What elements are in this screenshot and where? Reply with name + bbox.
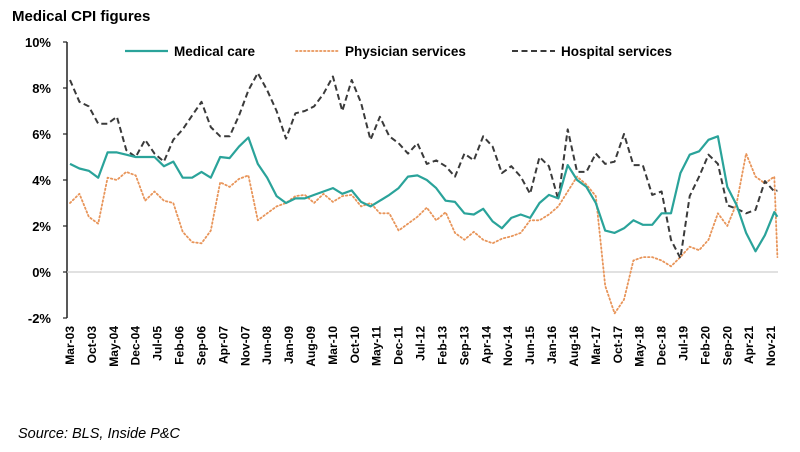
y-tick-label: 8% bbox=[32, 81, 51, 96]
x-tick-label: Oct-03 bbox=[85, 326, 99, 364]
x-tick-label: Feb-06 bbox=[173, 326, 187, 365]
x-tick-label: Jan-16 bbox=[545, 326, 559, 364]
x-tick-label: Mar-17 bbox=[589, 326, 603, 365]
x-tick-label: Mar-10 bbox=[326, 326, 340, 365]
series-line-physician-services bbox=[69, 152, 779, 315]
x-tick-label: May-18 bbox=[633, 326, 647, 367]
x-tick-label: May-04 bbox=[107, 326, 121, 367]
legend-label-medical-care: Medical care bbox=[174, 44, 256, 59]
x-tick-label: Nov-07 bbox=[238, 326, 252, 366]
y-tick-label: 6% bbox=[32, 127, 51, 142]
x-tick-label: Oct-10 bbox=[348, 326, 362, 364]
y-tick-label: -2% bbox=[28, 311, 52, 326]
x-tick-label: Apr-21 bbox=[742, 326, 756, 364]
x-tick-label: Sep-13 bbox=[457, 326, 471, 366]
x-tick-label: May-11 bbox=[370, 326, 384, 366]
series-lines bbox=[69, 72, 779, 315]
x-tick-label: Apr-14 bbox=[479, 326, 493, 364]
x-tick-label: Nov-21 bbox=[764, 326, 778, 366]
series-line-hospital-services bbox=[69, 72, 778, 260]
legend-label-physician-services: Physician services bbox=[345, 44, 466, 59]
y-tick-label: 0% bbox=[32, 265, 51, 280]
x-tick-label: Feb-13 bbox=[435, 326, 449, 365]
x-tick-label: Aug-09 bbox=[304, 326, 318, 367]
x-tick-label: Jan-09 bbox=[282, 326, 296, 364]
x-tick-label: Apr-07 bbox=[216, 326, 230, 364]
y-tick-label: 2% bbox=[32, 219, 51, 234]
x-tick-label: Aug-16 bbox=[567, 326, 581, 367]
axes: -2% 0% 2% 4% 6% 8% 10% Mar-03 Oct-03 May-04 Dec-04… bbox=[25, 35, 778, 367]
x-tick-label: Dec-11 bbox=[392, 326, 406, 365]
x-tick-label: Nov-14 bbox=[501, 326, 515, 366]
legend-label-hospital-services: Hospital services bbox=[561, 44, 672, 59]
x-tick-label: Sep-06 bbox=[194, 326, 208, 366]
source-note: Source: BLS, Inside P&C bbox=[18, 426, 181, 442]
x-tick-label: Feb-20 bbox=[698, 326, 712, 365]
series-line-medical-care bbox=[69, 135, 779, 253]
chart-title: Medical CPI figures bbox=[12, 8, 150, 25]
x-tick-label: Jul-12 bbox=[414, 326, 428, 361]
y-tick-label: 10% bbox=[25, 35, 51, 50]
x-tick-label: Oct-17 bbox=[611, 326, 625, 364]
x-tick-label: Mar-03 bbox=[63, 326, 77, 365]
x-tick-label: Dec-18 bbox=[655, 326, 669, 366]
x-tick-label: Dec-04 bbox=[129, 326, 143, 366]
x-tick-label: Jul-05 bbox=[151, 326, 165, 361]
x-tick-label: Jun-15 bbox=[523, 326, 537, 365]
x-tick-label: Jul-19 bbox=[676, 326, 690, 361]
x-tick-label: Sep-20 bbox=[720, 326, 734, 366]
y-tick-label: 4% bbox=[32, 173, 51, 188]
x-tick-label: Jun-08 bbox=[260, 326, 274, 365]
legend: Medical care Physician services Hospital s… bbox=[125, 44, 672, 59]
